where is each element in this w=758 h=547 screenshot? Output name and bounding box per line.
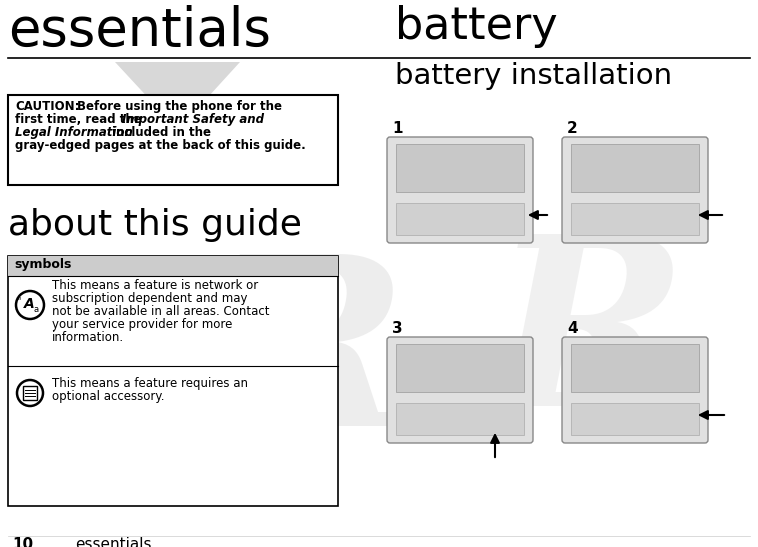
Text: 10: 10 [12, 537, 33, 547]
Text: 2: 2 [567, 121, 578, 136]
Text: Important Safety and: Important Safety and [122, 113, 264, 126]
Text: Before using the phone for the: Before using the phone for the [77, 100, 282, 113]
Bar [396, 403, 524, 435]
Bar [8, 256, 338, 506]
Bar [571, 144, 699, 192]
Text: not be available in all areas. Contact: not be available in all areas. Contact [52, 305, 270, 318]
Text: battery installation: battery installation [395, 62, 672, 90]
Text: first time, read the: first time, read the [15, 113, 142, 126]
Text: symbols: symbols [14, 258, 71, 271]
Text: gray-edged pages at the back of this guide.: gray-edged pages at the back of this gui… [15, 139, 305, 152]
Bar [396, 144, 524, 192]
FancyBboxPatch shape [387, 337, 533, 443]
Bar [571, 344, 699, 392]
Text: included in the: included in the [112, 126, 211, 139]
Text: essentials: essentials [8, 5, 271, 57]
Bar [8, 256, 338, 276]
Text: 1: 1 [392, 121, 402, 136]
Text: about this guide: about this guide [8, 208, 302, 242]
Text: This means a feature is network or: This means a feature is network or [52, 279, 258, 292]
Bar [396, 203, 524, 235]
Text: your service provider for more: your service provider for more [52, 318, 233, 331]
Text: optional accessory.: optional accessory. [52, 390, 164, 403]
Text: 4: 4 [567, 321, 578, 336]
Text: R: R [212, 246, 408, 474]
Bar [571, 203, 699, 235]
Text: subscription dependent and may: subscription dependent and may [52, 292, 248, 305]
FancyBboxPatch shape [387, 137, 533, 243]
Text: information.: information. [52, 331, 124, 344]
Bar [23, 386, 37, 400]
Text: A: A [23, 297, 34, 311]
Text: Legal Information: Legal Information [15, 126, 133, 139]
Polygon shape [115, 62, 240, 130]
Text: essentials: essentials [75, 537, 152, 547]
FancyBboxPatch shape [562, 337, 708, 443]
Text: ": " [16, 296, 20, 306]
FancyBboxPatch shape [562, 137, 708, 243]
Text: R: R [492, 225, 688, 455]
Text: This means a feature requires an: This means a feature requires an [52, 377, 248, 390]
Bar [571, 403, 699, 435]
Bar [396, 344, 524, 392]
Bar [8, 95, 338, 185]
Text: a: a [33, 306, 39, 315]
Text: battery: battery [395, 5, 558, 48]
Text: CAUTION:: CAUTION: [15, 100, 80, 113]
Text: 3: 3 [392, 321, 402, 336]
